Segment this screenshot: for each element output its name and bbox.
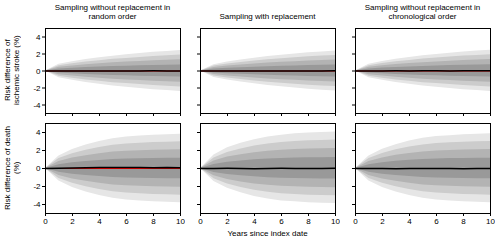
svg-text:4: 4 [97, 217, 102, 226]
svg-text:6: 6 [279, 217, 284, 226]
html-text:Years since index date: Years since index date [227, 229, 308, 238]
svg-text:10: 10 [176, 217, 185, 226]
svg-text:0: 0 [36, 67, 41, 76]
svg-text:6: 6 [124, 217, 129, 226]
svg-text:8: 8 [306, 217, 311, 226]
svg-text:2: 2 [70, 217, 75, 226]
svg-text:10: 10 [486, 217, 495, 226]
html-text:Risk difference of death (%): Risk difference of death (%) [3, 126, 21, 210]
svg-text:10: 10 [331, 217, 340, 226]
html-text:Sampling with replacement: Sampling with replacement [219, 12, 316, 21]
svg-text:8: 8 [151, 217, 156, 226]
svg-text:0: 0 [198, 217, 203, 226]
html-text:Risk difference of ischemic st: Risk difference of ischemic stroke (%) [3, 35, 21, 106]
svg-text:-4: -4 [33, 200, 41, 209]
svg-text:4: 4 [36, 33, 41, 42]
svg-text:0: 0 [353, 217, 358, 226]
svg-text:2: 2 [225, 217, 230, 226]
svg-text:0: 0 [36, 164, 41, 173]
svg-text:0: 0 [43, 217, 48, 226]
svg-text:2: 2 [380, 217, 385, 226]
svg-text:-4: -4 [33, 101, 41, 110]
svg-text:2: 2 [36, 50, 41, 59]
svg-text:8: 8 [461, 217, 466, 226]
svg-text:2: 2 [36, 146, 41, 155]
svg-text:4: 4 [252, 217, 257, 226]
svg-text:6: 6 [434, 217, 439, 226]
svg-text:4: 4 [36, 128, 41, 137]
html-text:Sampling without replacement i: Sampling without replacement in random o… [54, 3, 171, 21]
svg-text:-2: -2 [33, 84, 41, 93]
html-text:Sampling without replacement i: Sampling without replacement in chronolo… [364, 3, 481, 21]
svg-text:-2: -2 [33, 182, 41, 191]
svg-text:4: 4 [407, 217, 412, 226]
